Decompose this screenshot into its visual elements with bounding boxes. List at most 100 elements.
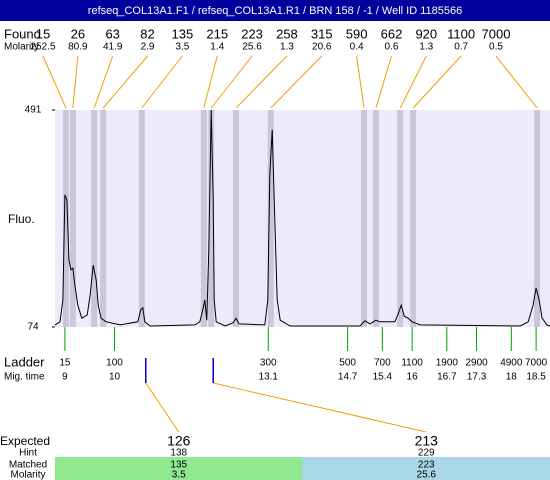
expected-connector — [213, 382, 427, 433]
found-band — [69, 110, 76, 327]
ladder-size: 500 — [339, 358, 356, 369]
molarity-label: Molarity — [4, 42, 39, 53]
found-band — [361, 110, 368, 327]
ladder-time: 18.5 — [526, 372, 546, 383]
ladder-size: 1900 — [436, 358, 459, 369]
expected-size: 213 — [415, 433, 439, 449]
found-connector — [42, 55, 67, 109]
found-molarity: 25.6 — [242, 42, 262, 53]
ladder-size: 4900 — [500, 358, 523, 369]
found-size: 82 — [140, 26, 154, 41]
found-molarity: 41.9 — [103, 42, 123, 53]
found-molarity: 1.3 — [419, 42, 433, 53]
ladder-size: 100 — [106, 358, 123, 369]
ladder-time: 10 — [109, 372, 121, 383]
ladder-size: 300 — [260, 358, 277, 369]
expected-connector — [145, 382, 180, 433]
found-molarity: 1.3 — [280, 42, 294, 53]
ladder-size: 1100 — [401, 358, 423, 369]
found-band — [91, 110, 98, 327]
plot-area — [55, 110, 550, 327]
found-size: 7000 — [482, 26, 511, 41]
expected-size: 126 — [167, 433, 191, 449]
found-size: 662 — [381, 26, 403, 41]
matched-value: 223 — [418, 460, 435, 471]
found-band — [267, 110, 274, 327]
matched-value: 135 — [170, 460, 187, 471]
found-band — [200, 110, 207, 327]
found-connector — [235, 55, 288, 109]
ladder-size: 15 — [59, 358, 71, 369]
ladder-time: 18 — [506, 372, 518, 383]
found-molarity: 1.4 — [210, 42, 224, 53]
found-molarity: 3.5 — [175, 42, 189, 53]
ladder-time: 9 — [62, 372, 68, 383]
found-molarity: 20.6 — [312, 42, 332, 53]
found-connector — [399, 55, 427, 109]
found-connector — [102, 55, 148, 109]
found-molarity: 0.7 — [454, 42, 468, 53]
found-band — [62, 110, 69, 327]
y-tick-label: 74 — [27, 322, 39, 333]
found-size: 63 — [105, 26, 119, 41]
matched-label: Matched — [9, 460, 47, 471]
ladder-label: Ladder — [4, 354, 45, 369]
found-connector — [495, 55, 538, 109]
found-connector — [93, 55, 114, 109]
found-molarity: 2.9 — [141, 42, 155, 53]
ladder-time: 16.7 — [437, 372, 457, 383]
found-band — [397, 110, 404, 327]
found-connector — [356, 55, 365, 109]
found-size: 258 — [276, 26, 298, 41]
ladder-size: 7000 — [525, 358, 548, 369]
found-band — [410, 110, 417, 327]
ladder-time: 14.7 — [338, 372, 358, 383]
found-molarity: 0.4 — [350, 42, 364, 53]
ladder-size: 2900 — [465, 358, 488, 369]
trace — [54, 109, 550, 327]
found-size: 1100 — [447, 26, 475, 41]
found-size: 590 — [346, 26, 368, 41]
found-molarity: 80.9 — [68, 42, 88, 53]
matched-band-2 — [302, 457, 550, 480]
found-size: 15 — [36, 26, 50, 41]
found-connector — [412, 55, 462, 109]
found-molarity: 252.5 — [30, 42, 55, 53]
found-connector — [375, 55, 392, 109]
mig-time-label: Mig. time — [4, 372, 45, 383]
found-band — [208, 110, 215, 327]
y-axis-label: Fluo. — [8, 212, 35, 226]
found-band — [233, 110, 240, 327]
ladder-time: 13.1 — [259, 372, 279, 383]
found-connector — [203, 55, 218, 109]
found-connector — [72, 55, 79, 109]
found-band — [138, 110, 145, 327]
molarity-value: 25.6 — [417, 470, 437, 480]
ladder-time: 15.4 — [373, 372, 393, 383]
found-band — [100, 110, 107, 327]
y-tick-label: 491 — [25, 105, 42, 116]
matched-band-1 — [55, 457, 302, 480]
found-size: 223 — [241, 26, 263, 41]
header-bar — [0, 0, 550, 21]
found-size: 215 — [206, 26, 228, 41]
expected-label: Expected — [0, 434, 50, 448]
found-band — [534, 110, 541, 327]
molarity-value: 3.5 — [172, 470, 186, 480]
expected-molarity-label: Molarity — [10, 470, 45, 480]
ladder-time: 16 — [407, 372, 419, 383]
found-molarity: 0.5 — [489, 42, 503, 53]
hint-value: 138 — [170, 448, 187, 459]
chart-title: refseq_COL13A1.F1 / refseq_COL13A1.R1 / … — [88, 5, 462, 17]
found-connector — [210, 55, 253, 109]
found-size: 920 — [415, 26, 437, 41]
found-size: 315 — [311, 26, 333, 41]
hint-value: 229 — [418, 448, 435, 459]
found-molarity: 0.6 — [385, 42, 399, 53]
found-size: 135 — [172, 26, 194, 41]
ladder-time: 17.3 — [467, 372, 487, 383]
found-band — [372, 110, 379, 327]
found-label: Found — [4, 26, 41, 41]
found-connector — [270, 55, 323, 109]
